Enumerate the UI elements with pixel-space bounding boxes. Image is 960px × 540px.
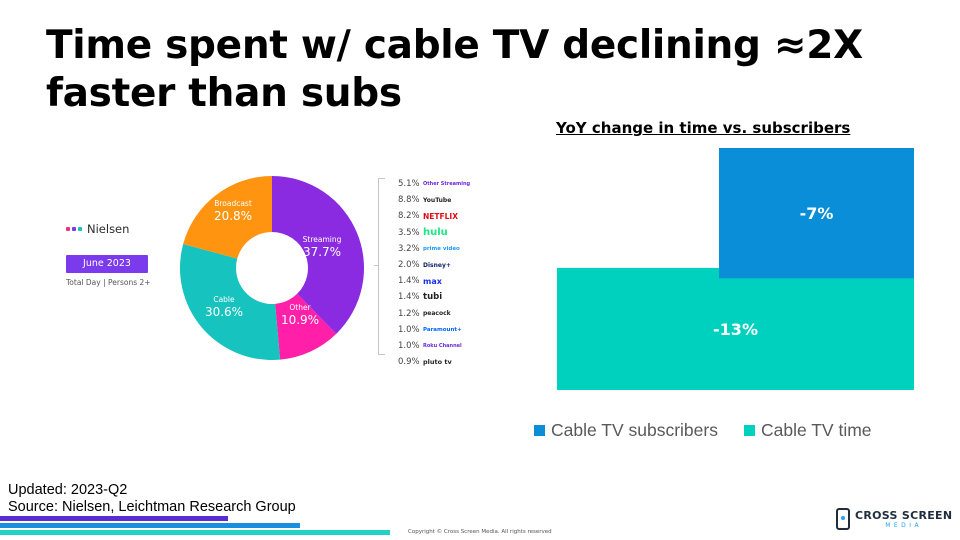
donut-slice-broadcast (183, 176, 272, 259)
logo-text-top: CROSS SCREEN (855, 509, 953, 522)
breakdown-bracket (378, 178, 386, 355)
streaming-row: 2.0% Disney+ (398, 257, 470, 273)
streaming-row: 5.1% Other Streaming (398, 176, 470, 192)
streaming-row: 1.0% Roku Channel (398, 338, 470, 354)
logo-text-bottom: MEDIA (885, 522, 923, 529)
donut-value-streaming: 37.7% (303, 245, 341, 259)
streaming-row: 1.0% Paramount+ (398, 322, 470, 338)
donut-slice-cable (180, 244, 281, 360)
streaming-service-logo: Paramount+ (423, 326, 462, 333)
bar-cable-tv-time (557, 267, 914, 390)
streaming-service-logo: max (423, 276, 442, 286)
chart-legend: Cable TV subscribers Cable TV time (534, 420, 872, 441)
streaming-service-logo: Roku Channel (423, 342, 462, 349)
streaming-share: 3.5% (398, 227, 420, 238)
legend-swatch (743, 425, 755, 436)
footnote: Updated: 2023-Q2 Source: Nielsen, Leicht… (8, 482, 296, 516)
copyright-text: Copyright © Cross Screen Media. All righ… (408, 529, 552, 535)
streaming-share: 1.0% (398, 340, 420, 351)
streaming-breakdown-list: 5.1% Other Streaming 8.8% YouTube 8.2% NETFLI… (398, 176, 470, 370)
bar-cable-tv-subscribers (719, 148, 914, 279)
streaming-row: 1.4% tubi (398, 289, 470, 305)
donut-slice-streaming (272, 176, 364, 334)
streaming-service-logo: peacock (423, 310, 451, 318)
streaming-share: 8.8% (398, 195, 420, 206)
yoy-bar-chart: -13% -7% (557, 148, 914, 390)
slide-title: Time spent w/ cable TV declining ≈2X fas… (46, 23, 863, 116)
nielsen-brand-name: Nielsen (87, 222, 130, 236)
streaming-service-logo: pluto tv (423, 358, 452, 367)
legend-item: Cable TV subscribers (534, 420, 718, 441)
data-label-cable-tv-subscribers: -7% (800, 204, 834, 223)
streaming-row: 3.5% hulu (398, 225, 470, 241)
streaming-share: 1.4% (398, 276, 420, 287)
donut-value-broadcast: 20.8% (214, 209, 252, 223)
screen-icon (836, 508, 850, 530)
updated-text: Updated: 2023-Q2 (8, 482, 128, 498)
streaming-row: 1.4% max (398, 273, 470, 289)
donut-label-broadcast: Broadcast (214, 199, 252, 208)
streaming-service-logo: Disney+ (423, 261, 451, 269)
breakdown-bracket-tick (374, 265, 379, 266)
legend-label: Cable TV time (760, 420, 872, 440)
donut-label-streaming: Streaming (303, 235, 342, 244)
streaming-row: 8.2% NETFLIX (398, 208, 470, 224)
period-badge: June 2023 (66, 255, 148, 273)
streaming-service-logo: hulu (423, 227, 448, 239)
nielsen-dots-icon (66, 227, 82, 231)
streaming-row: 8.8% YouTube (398, 192, 470, 208)
streaming-row: 3.2% prime video (398, 241, 470, 257)
source-text: Source: Nielsen, Leichtman Research Grou… (8, 499, 296, 515)
chart-title: YoY change in time vs. subscribers (556, 119, 851, 137)
streaming-service-logo: Other Streaming (423, 181, 471, 188)
donut-value-cable: 30.6% (205, 305, 243, 319)
streaming-share: 2.0% (398, 260, 420, 271)
cross-screen-media-logo: CROSS SCREEN MEDIA (836, 508, 952, 530)
footer-stripe-blue (0, 523, 300, 528)
streaming-share: 1.4% (398, 292, 420, 303)
legend-swatch (534, 425, 545, 436)
donut-value-other: 10.9% (281, 313, 319, 327)
streaming-service-logo: tubi (423, 292, 443, 303)
streaming-share: 1.2% (398, 308, 420, 319)
legend-label: Cable TV subscribers (551, 420, 718, 440)
donut-label-cable: Cable (213, 295, 235, 304)
streaming-row: 0.9% pluto tv (398, 354, 470, 370)
streaming-share: 8.2% (398, 211, 420, 222)
data-label-cable-tv-time: -13% (713, 320, 758, 339)
audience-label: Total Day | Persons 2+ (66, 278, 151, 287)
legend-item: Cable TV time (743, 420, 872, 441)
footer-stripe-teal (0, 530, 390, 535)
donut-label-other: Other (289, 303, 311, 312)
streaming-row: 1.2% peacock (398, 306, 470, 322)
nielsen-logo: Nielsen (66, 222, 129, 236)
streaming-share: 0.9% (398, 357, 420, 368)
donut-slice-other (275, 293, 337, 360)
streaming-share: 1.0% (398, 324, 420, 335)
streaming-service-logo: NETFLIX (423, 211, 458, 221)
streaming-share: 3.2% (398, 243, 420, 254)
footer-stripe-purple (0, 516, 228, 521)
streaming-share: 5.1% (398, 179, 420, 190)
streaming-service-logo: YouTube (423, 196, 452, 204)
streaming-service-logo: prime video (423, 245, 460, 252)
